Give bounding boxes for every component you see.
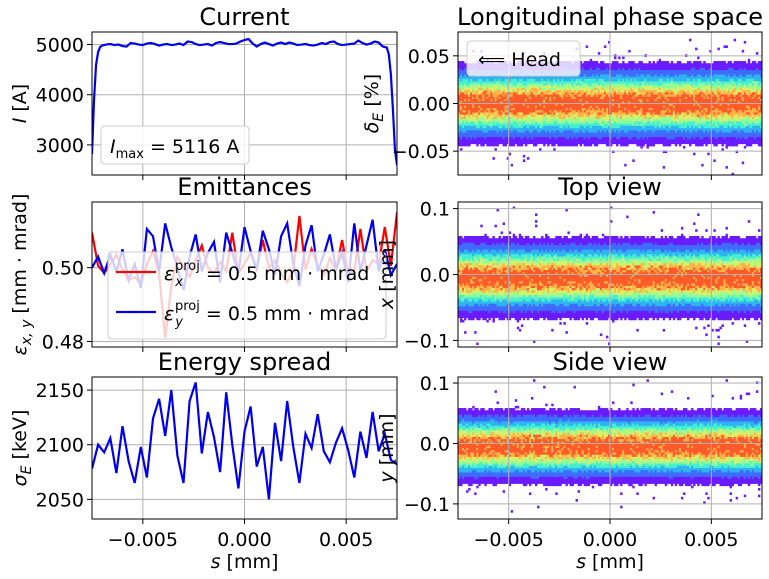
side-ytick-label: 0.1 — [420, 373, 450, 395]
panel-top: −0.1 0.0 0.1 Top view x [mm] — [376, 173, 763, 352]
legend-entry-0: εxproj = 0.5 mm · mrad — [164, 259, 369, 290]
top-title: Top view — [557, 173, 661, 201]
top-ytick-label: 0.1 — [420, 199, 450, 221]
side-ylabel: y [mm] — [376, 413, 398, 483]
top-ytick-label: −0.1 — [404, 330, 450, 352]
panel-lps: −0.05 0.00 0.05 Longitudinal phase space δE … — [361, 3, 763, 180]
panel-side: −0.1 0.0 0.1 −0.005 0.000 0.005 Side view y [mm… — [376, 348, 763, 573]
top-ytick-label: 0.0 — [420, 265, 450, 287]
spread-title: Energy spread — [158, 348, 331, 376]
spread-xlabel: s [mm] — [211, 551, 279, 573]
spread-grid — [92, 377, 397, 519]
legend-box — [107, 251, 387, 340]
spread-xtick-label: 0.005 — [319, 529, 373, 551]
current-ylabel: I [A] — [9, 84, 31, 123]
lps-legend: ⟸ Head — [466, 40, 581, 77]
panel-spread: 2050 2100 2150 −0.005 0.000 0.005 Energy sprea… — [9, 348, 398, 573]
current-ytick-label: 4000 — [36, 85, 84, 107]
side-xtick-label: 0.000 — [583, 529, 637, 551]
panel-current: 3000 4000 5000 Current I [A] Imax = 5116 A — [9, 3, 398, 180]
current-ytick-label: 3000 — [36, 135, 84, 157]
top-grid — [458, 202, 762, 347]
side-xtick-label: 0.005 — [684, 529, 738, 551]
current-title: Current — [199, 3, 289, 31]
current-annotation: Imax = 5116 A — [100, 125, 250, 165]
lps-ytick-label: −0.05 — [392, 141, 450, 163]
spread-ytick-label: 2050 — [36, 489, 84, 511]
annotation-box — [100, 125, 250, 165]
side-ytick-label: 0.0 — [420, 433, 450, 455]
legend-text: ⟸ Head — [478, 49, 561, 71]
spread-ylabel: σE [keV] — [9, 410, 35, 487]
side-xlabel: s [mm] — [576, 551, 644, 573]
legend-box — [466, 40, 581, 77]
lps-ytick-label: 0.05 — [408, 46, 450, 68]
side-heatmap — [458, 379, 762, 513]
lps-ylabel: δE [%] — [361, 74, 387, 133]
top-heatmap — [458, 206, 762, 346]
lps-heatmap — [458, 38, 762, 175]
annotation-text: Imax = 5116 A — [110, 136, 239, 162]
current-series-line-0 — [92, 37, 397, 166]
spread-ytick-label: 2150 — [36, 380, 84, 402]
spread-series-line-0 — [92, 382, 397, 500]
emit-ytick-label: 0.48 — [42, 331, 84, 353]
current-ytick-label: 5000 — [36, 35, 84, 57]
spread-xtick-label: 0.000 — [217, 529, 271, 551]
spread-xtick-label: −0.005 — [108, 529, 178, 551]
legend-entry-1: εyproj = 0.5 mm · mrad — [164, 299, 369, 330]
lps-title: Longitudinal phase space — [457, 3, 763, 31]
side-title: Side view — [553, 348, 668, 376]
emit-legend: εxproj = 0.5 mm · mrad εyproj = 0.5 mm · … — [107, 251, 387, 340]
lps-ytick-label: 0.00 — [408, 94, 450, 116]
emit-title: Emittances — [177, 173, 311, 201]
emit-ylabel: εx, y [mm · mrad] — [9, 194, 35, 356]
side-ytick-label: −0.1 — [404, 494, 450, 516]
side-grid — [458, 377, 762, 519]
side-xtick-label: −0.005 — [474, 529, 544, 551]
emit-ytick-label: 0.50 — [42, 258, 84, 280]
top-ylabel: x [mm] — [376, 240, 398, 310]
spread-ytick-label: 2100 — [36, 435, 84, 457]
panel-emit: 0.48 0.50 Emittances εx, y [mm · mrad] εxpro… — [9, 173, 398, 356]
